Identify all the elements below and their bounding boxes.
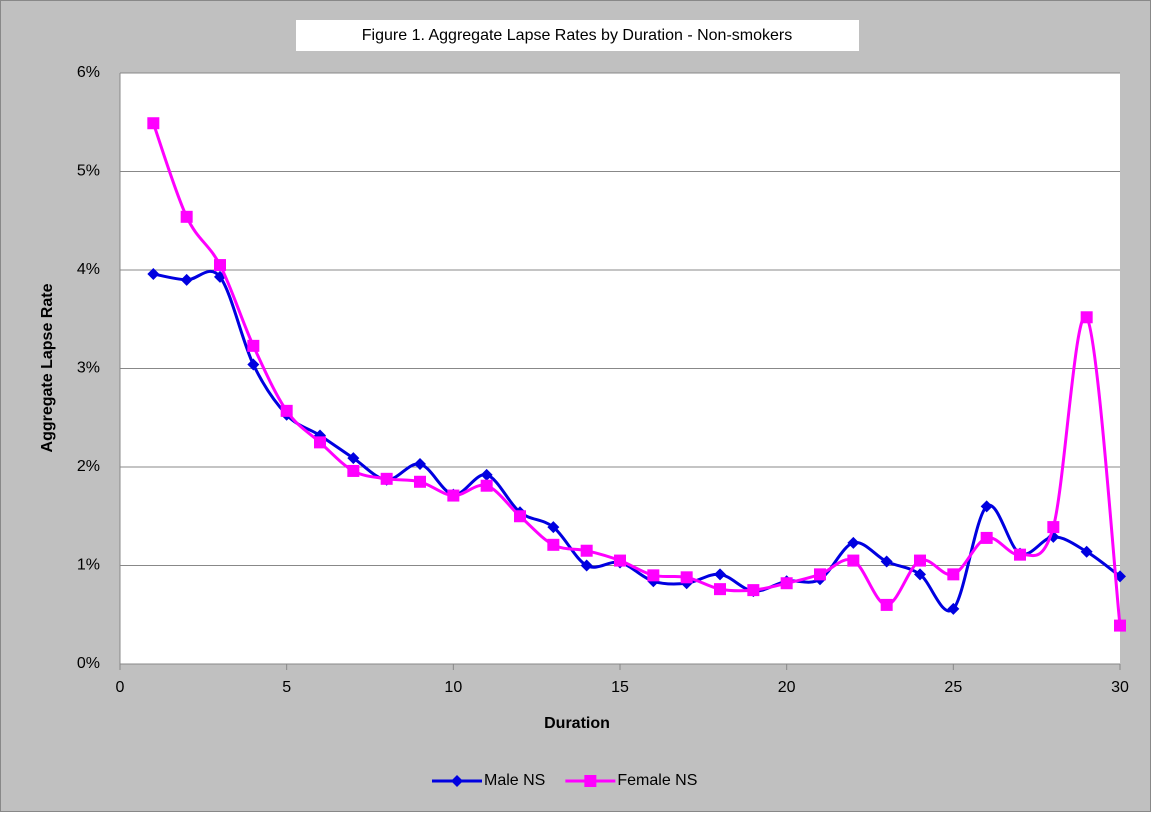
marker bbox=[580, 559, 593, 572]
marker bbox=[714, 568, 726, 581]
marker bbox=[1080, 311, 1093, 324]
marker bbox=[580, 544, 593, 557]
x-tick-label: 20 bbox=[778, 679, 796, 696]
marker bbox=[280, 404, 293, 417]
marker bbox=[347, 452, 360, 465]
y-tick-label: 4% bbox=[77, 261, 100, 278]
legend-marker bbox=[584, 775, 597, 787]
legend-marker bbox=[451, 775, 463, 787]
marker bbox=[480, 468, 493, 481]
marker bbox=[314, 436, 326, 449]
marker bbox=[980, 531, 993, 544]
legend-label: Male NS bbox=[484, 772, 545, 789]
y-tick-label: 3% bbox=[77, 360, 100, 377]
marker bbox=[780, 577, 793, 590]
marker bbox=[1047, 521, 1060, 534]
marker bbox=[614, 554, 626, 567]
marker bbox=[180, 273, 193, 286]
y-tick-label: 5% bbox=[77, 163, 100, 180]
marker bbox=[980, 500, 993, 513]
title-box bbox=[296, 20, 859, 51]
marker bbox=[380, 472, 393, 485]
legend-label: Female NS bbox=[617, 772, 697, 789]
marker bbox=[480, 479, 493, 492]
x-tick-label: 0 bbox=[116, 679, 125, 696]
y-tick-label: 2% bbox=[77, 458, 100, 475]
marker bbox=[914, 568, 926, 581]
marker bbox=[880, 598, 893, 611]
marker bbox=[847, 554, 860, 567]
marker bbox=[547, 521, 560, 534]
marker bbox=[247, 358, 260, 371]
x-tick-label: 15 bbox=[611, 679, 629, 696]
marker bbox=[947, 568, 960, 581]
marker bbox=[1014, 548, 1026, 561]
marker bbox=[680, 571, 693, 584]
x-tick-label: 25 bbox=[944, 679, 962, 696]
marker bbox=[747, 584, 760, 597]
marker bbox=[414, 458, 426, 471]
marker bbox=[414, 475, 426, 488]
marker bbox=[714, 583, 726, 596]
marker bbox=[247, 339, 260, 352]
marker bbox=[914, 554, 926, 567]
marker bbox=[880, 555, 893, 568]
marker bbox=[1114, 619, 1126, 632]
x-tick-label: 10 bbox=[444, 679, 462, 696]
y-axis-label: Aggregate Lapse Rate bbox=[39, 283, 56, 452]
y-tick-label: 1% bbox=[77, 557, 100, 574]
marker bbox=[1080, 545, 1093, 558]
marker bbox=[347, 464, 360, 477]
x-tick-label: 5 bbox=[282, 679, 291, 696]
x-axis-label: Duration bbox=[544, 715, 610, 732]
marker bbox=[547, 538, 560, 551]
marker bbox=[214, 259, 226, 272]
marker bbox=[147, 267, 160, 280]
chart-title: Figure 1. Aggregate Lapse Rates by Durat… bbox=[362, 27, 792, 44]
y-tick-label: 0% bbox=[77, 655, 100, 672]
marker bbox=[447, 489, 460, 502]
marker bbox=[947, 602, 960, 615]
x-tick-label: 30 bbox=[1111, 679, 1129, 696]
marker bbox=[180, 210, 193, 223]
y-tick-label: 6% bbox=[77, 64, 100, 81]
marker bbox=[647, 569, 660, 582]
marker bbox=[814, 568, 826, 581]
marker bbox=[147, 117, 160, 130]
series-line bbox=[153, 269, 1121, 613]
marker bbox=[514, 510, 526, 523]
marker bbox=[847, 536, 860, 549]
